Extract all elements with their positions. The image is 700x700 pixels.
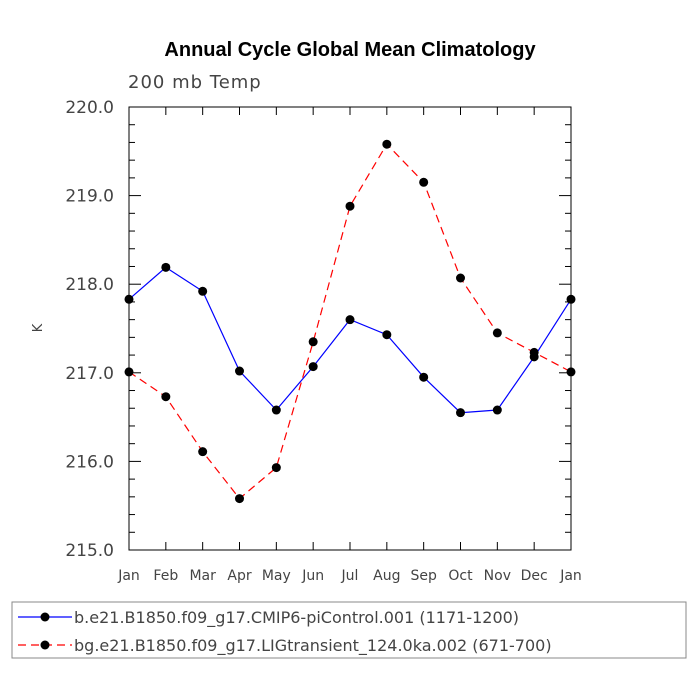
y-axis-label: K [31,323,46,332]
x-tick-label: Mar [189,568,216,584]
series-2-point [566,367,576,377]
x-tick-label: Nov [484,568,511,584]
chart-title: Annual Cycle Global Mean Climatology [164,39,536,61]
legend-marker-1 [40,612,50,622]
legend: b.e21.B1850.f09_g17.CMIP6-piControl.001 … [18,608,552,656]
series-1-point [198,286,208,296]
y-tick-label: 220.0 [65,98,114,118]
series-1-point [235,366,244,376]
series-1-point [492,405,502,415]
plot-frame [128,106,572,551]
y-tick-label: 216.0 [65,452,114,472]
series-2-point [271,463,281,473]
series-1-point [566,294,576,304]
series-2-point [235,494,244,504]
series-1-point [271,405,281,415]
series-1-point [308,362,318,372]
y-tick-label: 219.0 [65,187,114,207]
series-1-point [456,408,465,418]
series-2-point [382,139,392,149]
x-tick-label: Feb [153,568,178,584]
x-tick-label: Jun [301,568,324,584]
legend-label-1: b.e21.B1850.f09_g17.CMIP6-piControl.001 … [74,608,519,628]
series-1-point [382,330,392,340]
x-tick-label: Oct [448,568,473,584]
series-2-point [456,273,465,283]
series-1-point [345,315,355,325]
y-tick-label: 217.0 [65,364,114,384]
x-tick-label: Jan [117,568,140,584]
x-tick-label: Jan [559,568,582,584]
x-tick-label: Aug [373,568,400,584]
series-line-1 [128,266,572,414]
y-tick-label: 218.0 [65,275,114,295]
series-2-point [419,177,429,187]
chart-subtitle: 200 mb Temp [128,72,262,93]
x-tick-label: Jul [341,568,359,584]
x-tick-label: Dec [521,568,548,584]
legend-marker-2 [40,640,50,650]
series-2-point [492,328,502,338]
series-2-point [198,447,208,457]
series-1-point [161,262,171,272]
x-tick-label: Apr [227,568,251,584]
series-1-point [419,372,429,382]
series-2-point [124,367,134,377]
series-2-point [161,392,171,402]
legend-box [11,601,687,659]
axis-ticks: Jan Feb Mar Apr May Jun Jul Aug Sep Oct Nov Dec Jan2… [65,98,581,584]
series-2-point [529,347,539,357]
series-2-point [345,201,355,211]
series-2-point [308,337,318,347]
x-tick-label: May [262,568,291,584]
legend-label-2: bg.e21.B1850.f09_g17.LIGtransient_124.0k… [74,636,552,656]
y-tick-label: 215.0 [65,541,114,561]
series-points [124,139,576,504]
x-tick-label: Sep [410,568,437,584]
series-1-point [124,294,134,304]
